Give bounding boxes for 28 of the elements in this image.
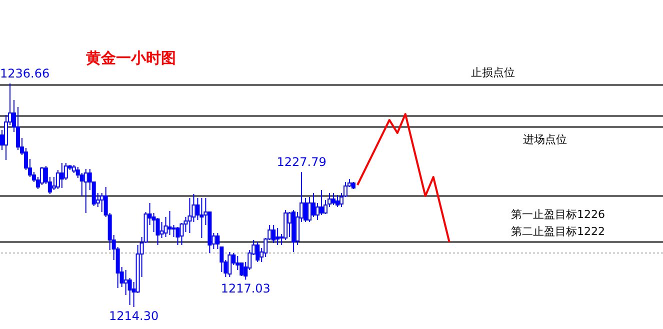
candlestick [200,198,204,238]
candlestick [84,168,88,214]
annotation: 1227.79 [276,155,326,170]
annotation: 1214.30 [108,309,159,323]
annotation: 进场点位 [523,133,567,146]
candlestick [312,192,316,218]
candlestick [335,194,340,208]
annotation: 第二止盈目标1222 [511,225,605,238]
candlestick [228,252,232,278]
candlestick [320,190,324,216]
candlestick [332,192,336,206]
annotation: 1217.03 [220,282,270,296]
candlestick [168,210,172,236]
annotation: 第一止盈目标1226 [511,208,605,221]
annotation: 1236.66 [0,66,50,80]
candlestick [60,162,64,188]
candlestick [176,226,180,246]
candlestick [256,242,260,262]
annotation: 止损点位 [471,66,515,79]
text: 黄金一小时图 [85,49,176,67]
candlestick [172,224,176,238]
candlestick [100,192,104,212]
candlestick [308,196,312,222]
candlestick [272,224,276,244]
candlestick [124,270,128,296]
candlestick [188,198,192,234]
candlestick [40,166,44,186]
candlestick [276,228,280,246]
